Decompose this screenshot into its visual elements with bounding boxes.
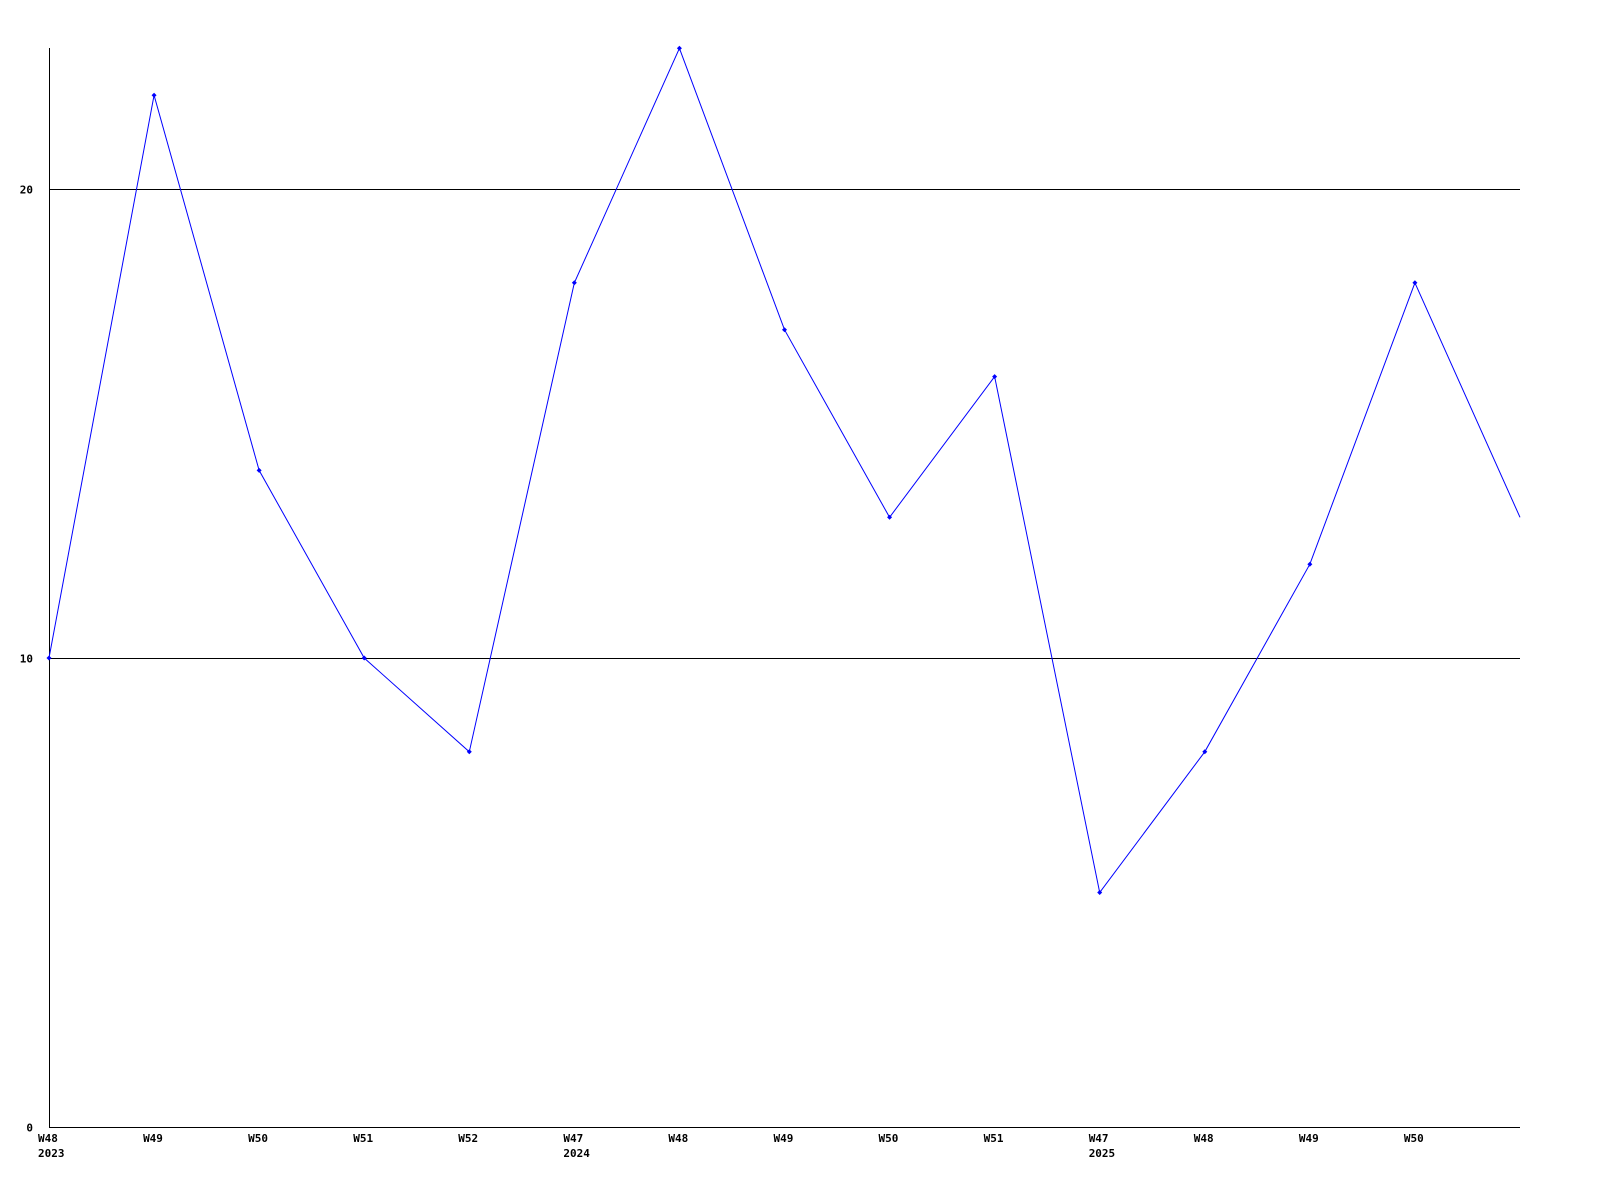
x-tick-label: W50: [1404, 1132, 1424, 1145]
x-tick-label: W49: [143, 1132, 163, 1145]
data-point: [887, 514, 893, 520]
x-tick-label: W50: [879, 1132, 899, 1145]
data-point: [676, 45, 682, 51]
x-tick-label: W50: [248, 1132, 268, 1145]
data-point: [1097, 890, 1103, 895]
x-tick-label: W51: [353, 1132, 373, 1145]
data-point: [466, 749, 472, 755]
data-point: [256, 467, 262, 473]
y-tick-label: 10: [20, 653, 33, 666]
x-tick-label: W48: [668, 1132, 688, 1145]
data-point: [992, 374, 998, 380]
x-tick-label: W48: [38, 1132, 58, 1145]
series-line: [46, 45, 1521, 895]
gridlines: [49, 189, 1520, 659]
y-tick-label: 0: [26, 1122, 33, 1135]
data-point: [781, 327, 787, 333]
x-axis-ticks: W48 2023 W49 W50 W51 W52 W47 2024 W48 W49 W50 W51 W4…: [38, 1132, 1424, 1160]
data-point: [1202, 749, 1208, 755]
data-point: [46, 655, 52, 661]
data-line: [48, 46, 1521, 894]
data-point: [151, 92, 157, 98]
x-tick-year-label: 2025: [1089, 1147, 1116, 1160]
x-tick-year-label: 2023: [38, 1147, 65, 1160]
data-point: [1412, 280, 1418, 286]
x-tick-label: W48: [1194, 1132, 1214, 1145]
x-tick-label: W49: [773, 1132, 793, 1145]
x-tick-label: W51: [984, 1132, 1004, 1145]
data-point: [571, 280, 577, 286]
data-point: [361, 655, 367, 661]
data-point: [1307, 561, 1313, 567]
x-tick-label: W49: [1299, 1132, 1319, 1145]
x-tick-label: W47: [1089, 1132, 1109, 1145]
x-tick-year-label: 2024: [563, 1147, 590, 1160]
y-axis-ticks: 0 10 20: [20, 184, 33, 1135]
y-tick-label: 20: [20, 184, 33, 197]
x-tick-label: W52: [458, 1132, 478, 1145]
x-tick-label: W47: [563, 1132, 583, 1145]
